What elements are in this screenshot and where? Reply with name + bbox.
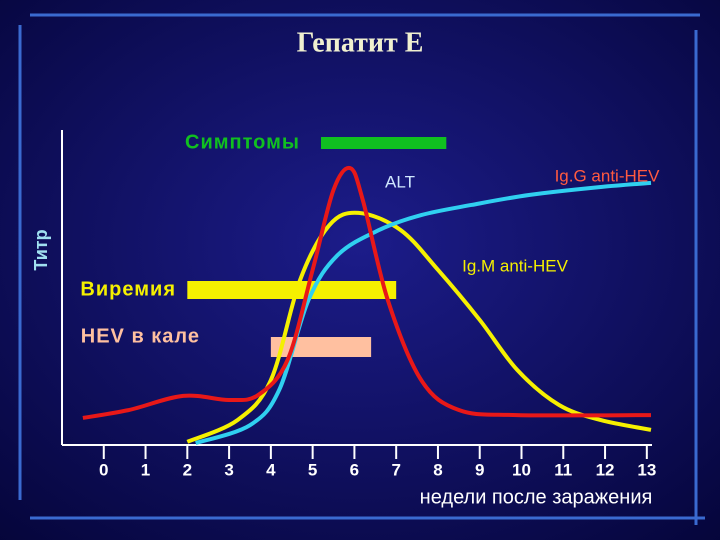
- x-tick-label: 0: [99, 460, 108, 479]
- x-tick-label: 10: [512, 460, 531, 479]
- x-tick-label: 7: [391, 460, 400, 479]
- y-axis-label: Титр: [31, 229, 51, 270]
- x-tick-label: 1: [141, 460, 150, 479]
- range-label: Виремия: [80, 278, 176, 300]
- series-label: Ig.G anti-HEV: [555, 166, 661, 185]
- range-bar: [270, 337, 372, 357]
- x-tick-label: 12: [596, 460, 615, 479]
- x-tick-label: 2: [183, 460, 192, 479]
- line: [195, 180, 652, 446]
- range-bar: [187, 281, 397, 299]
- range-bar: [320, 137, 447, 149]
- range-label: HEV в кале: [81, 325, 200, 347]
- line: [82, 165, 652, 420]
- x-tick-label: 6: [350, 460, 359, 479]
- x-tick-label: 11: [554, 460, 572, 479]
- line: [186, 210, 652, 444]
- x-tick-label: 13: [637, 460, 656, 479]
- x-axis-label: недели после заражения: [420, 486, 653, 508]
- x-tick-label: 5: [308, 460, 317, 479]
- x-tick-label: 4: [266, 460, 276, 479]
- chart-title: Гепатит Е: [297, 27, 424, 58]
- series-label: Ig.M anti-HEV: [462, 256, 568, 275]
- x-tick-label: 8: [433, 460, 442, 479]
- range-label: Симптомы: [185, 131, 300, 153]
- x-tick-label: 9: [475, 460, 484, 479]
- x-tick-label: 3: [224, 460, 233, 479]
- series-label: ALT: [385, 172, 415, 191]
